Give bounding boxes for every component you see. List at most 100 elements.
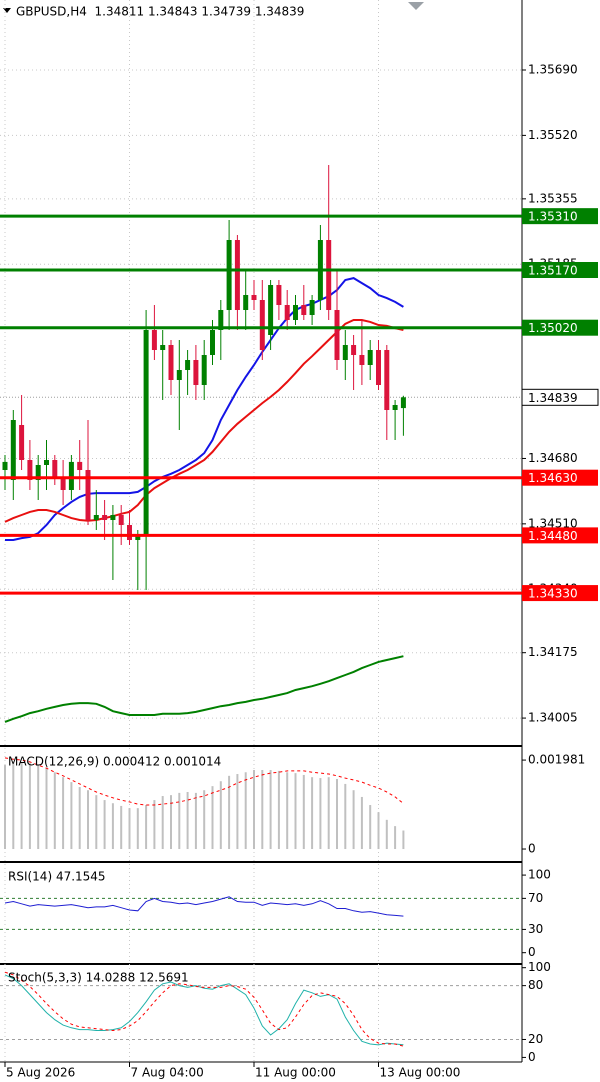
level-tag	[522, 262, 598, 278]
histogram-bar	[20, 761, 23, 850]
histogram-bar	[62, 777, 65, 850]
indicator-line	[4, 896, 404, 917]
candle-body	[102, 515, 108, 520]
candle-body	[367, 350, 373, 365]
y-tick-label: 0.001981	[528, 753, 585, 767]
y-tick-label: 1.35690	[528, 63, 578, 77]
candle-body	[110, 515, 116, 520]
histogram-bar	[203, 790, 206, 850]
collapse-icon[interactable]	[3, 8, 11, 13]
histogram-bar	[294, 773, 297, 850]
histogram-bar	[87, 790, 89, 850]
candle-body	[392, 405, 398, 410]
candle-body	[259, 300, 265, 350]
candle-body	[118, 515, 124, 525]
level-tag	[522, 208, 598, 225]
histogram-bar	[78, 787, 81, 850]
x-tick-label: 13 Aug 00:00	[380, 1066, 461, 1080]
candle-body	[185, 360, 191, 370]
candle-body	[2, 461, 8, 470]
histogram-bar	[319, 778, 322, 850]
histogram-bar	[161, 796, 164, 850]
histogram-bar	[261, 770, 264, 850]
last-price-label: 1.34839	[528, 391, 578, 405]
histogram-bar	[394, 826, 397, 850]
candle-body	[218, 310, 224, 330]
candle-body	[234, 240, 240, 310]
histogram-bar	[194, 792, 197, 850]
y-tick-label: 1.34510	[528, 516, 578, 530]
candle-body	[276, 285, 282, 305]
y-tick-label: 1.34680	[528, 451, 578, 465]
histogram-bar	[70, 782, 73, 850]
x-tick-label: 7 Aug 04:00	[131, 1066, 204, 1080]
candle-body	[384, 350, 390, 410]
candle-body	[359, 355, 365, 365]
histogram-bar	[369, 805, 372, 850]
candle-body	[400, 397, 406, 409]
candle-body	[301, 305, 307, 315]
histogram-bar	[311, 777, 314, 850]
histogram-bar	[344, 783, 347, 850]
candle-body	[293, 305, 298, 320]
candle-body	[226, 240, 232, 310]
y-tick-label: 20	[528, 1032, 543, 1046]
candle-body	[52, 460, 58, 479]
candle-body	[44, 460, 49, 465]
y-tick-label: 30	[528, 922, 543, 936]
y-tick-label: 80	[528, 978, 543, 992]
histogram-bar	[4, 765, 6, 850]
level-label: 1.35170	[528, 264, 578, 278]
y-tick-label: 1.35520	[528, 128, 578, 142]
candle-body	[27, 460, 33, 480]
x-tick-label: 5 Aug 2026	[6, 1066, 75, 1080]
y-tick-label: 70	[528, 891, 543, 905]
level-tag	[522, 319, 598, 336]
candle-body	[93, 515, 99, 520]
candle-body	[251, 295, 257, 300]
level-label: 1.34630	[528, 471, 578, 485]
histogram-bar	[269, 770, 272, 850]
level-tag	[522, 527, 598, 544]
level-label: 1.34330	[528, 587, 578, 601]
chart-title: GBPUSD,H4 1.34811 1.34843 1.34739 1.3483…	[16, 5, 304, 19]
histogram-bar	[170, 795, 172, 850]
rsi-title: RSI(14) 47.1545	[8, 870, 106, 884]
candle-body	[151, 330, 157, 350]
candle-body	[268, 285, 274, 335]
macd-title: MACD(12,26,9) 0.000412 0.001014	[8, 755, 221, 769]
y-tick-label: 0	[528, 842, 536, 856]
candle-body	[35, 465, 41, 480]
candle-body	[193, 360, 199, 385]
candle-body	[60, 478, 66, 490]
histogram-bar	[111, 803, 114, 850]
level-tag	[522, 469, 598, 486]
moving-average	[4, 655, 404, 723]
histogram-bar	[219, 781, 222, 850]
histogram-bar	[352, 790, 355, 850]
histogram-bar	[145, 805, 148, 850]
candle-body	[68, 461, 74, 490]
shift-marker[interactable]	[408, 2, 424, 10]
histogram-bar	[402, 830, 405, 850]
histogram-bar	[244, 772, 247, 850]
histogram-bar	[12, 763, 15, 850]
y-tick-label: 100	[528, 960, 551, 974]
level-label: 1.34480	[528, 529, 578, 543]
candle-body	[176, 370, 182, 380]
candle-body	[243, 295, 249, 310]
candle-body	[351, 345, 357, 355]
histogram-bar	[277, 770, 280, 850]
level-label: 1.35310	[528, 210, 578, 224]
y-tick-label: 0	[528, 945, 536, 959]
histogram-bar	[385, 819, 388, 850]
histogram-bar	[186, 792, 189, 850]
y-tick-label: 1.35355	[528, 191, 578, 205]
last-price-tag	[521, 388, 599, 406]
histogram-bar	[136, 808, 139, 850]
histogram-bar	[45, 768, 48, 850]
histogram-bar	[103, 800, 106, 850]
